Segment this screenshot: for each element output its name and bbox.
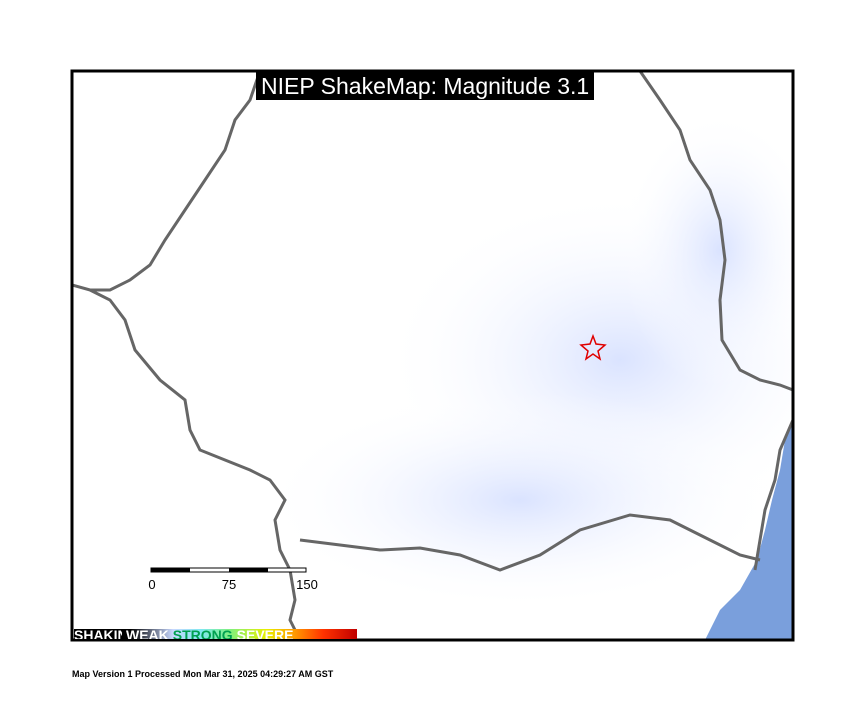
shaking-intensity-zone — [620, 110, 793, 390]
map-title: NIEP ShakeMap: Magnitude 3.1 — [256, 72, 595, 100]
country-border — [72, 71, 262, 292]
scale-bar — [150, 567, 307, 573]
scale-label: 150 — [296, 577, 318, 592]
legend-label: SEVERE — [236, 629, 294, 639]
scale-label: 75 — [221, 577, 237, 592]
legend-label: WEAK — [126, 629, 169, 639]
legend-label: SHAKING — [74, 629, 122, 639]
scale-label: 0 — [148, 577, 156, 592]
country-border — [299, 513, 761, 572]
shaking-intensity-zone — [260, 390, 780, 610]
intensity-legend: SHAKING WEAK STRONG SEVERE — [74, 629, 357, 639]
black-sea — [705, 420, 793, 640]
legend-label: STRONG — [172, 629, 233, 639]
country-border — [638, 71, 793, 392]
epicenter-star-icon[interactable] — [579, 333, 607, 361]
map-version-footer: Map Version 1 Processed Mon Mar 31, 2025… — [72, 669, 334, 679]
coastline — [753, 419, 793, 571]
country-border — [89, 288, 302, 640]
map-frame — [70, 69, 795, 642]
